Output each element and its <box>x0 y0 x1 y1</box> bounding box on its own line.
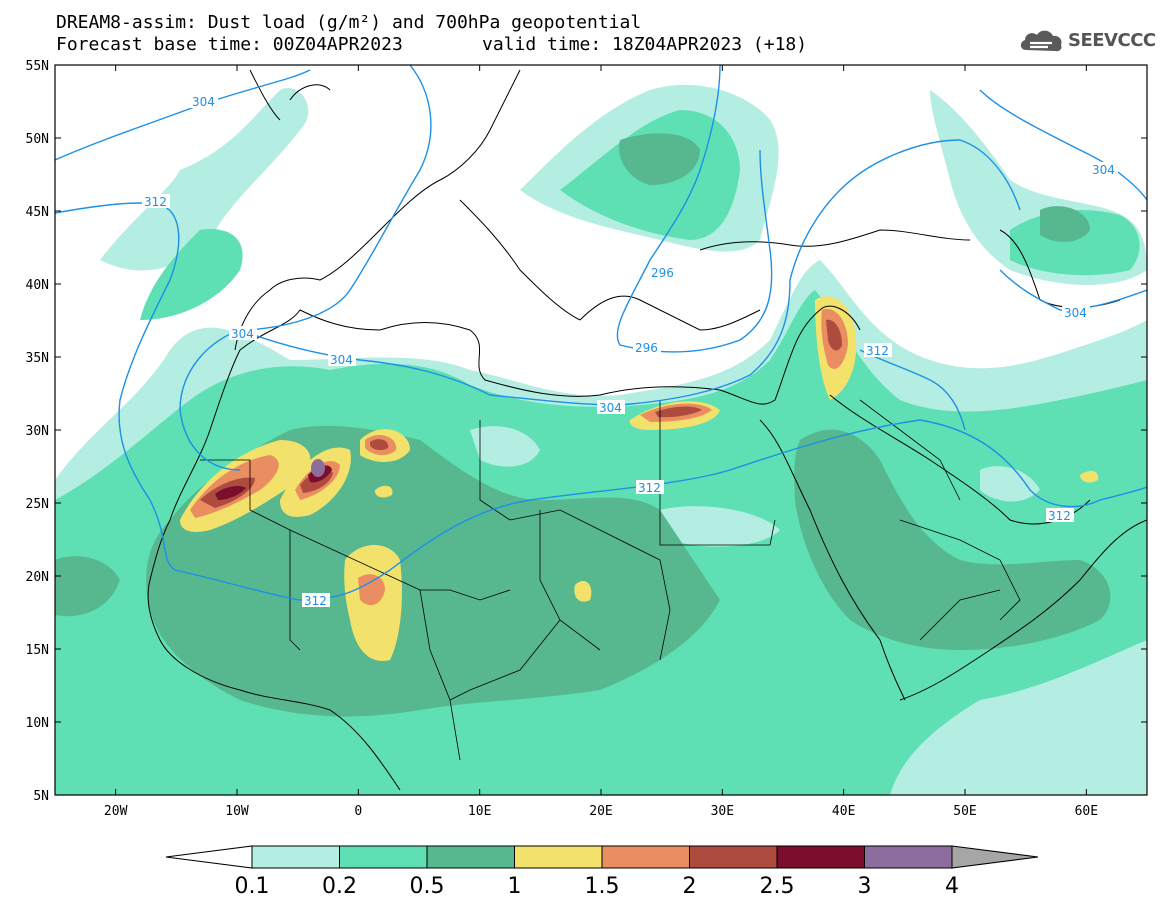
colorbar-box <box>864 845 953 869</box>
contour-label: 304 <box>599 401 622 415</box>
contour-296 <box>616 65 773 353</box>
colorbar-label: 0.5 <box>410 874 445 899</box>
lon-tick-label: 20E <box>589 804 612 819</box>
lat-tick-label: 40N <box>26 278 49 293</box>
contour-label: 304 <box>330 353 353 367</box>
contour-304-south <box>179 65 432 471</box>
contour-label: 312 <box>304 594 327 608</box>
lat-tick-label: 5N <box>33 789 49 804</box>
lon-tick-label: 40E <box>832 804 855 819</box>
forecast-base-time: Forecast base time: 00Z04APR2023 <box>56 34 403 55</box>
dust-level-3 <box>311 459 325 477</box>
lon-tick-label: 20W <box>104 804 128 819</box>
colorbar-box <box>601 845 690 869</box>
colorbar-box <box>426 845 515 869</box>
chart-title: DREAM8-assim: Dust load (g/m²) and 700hP… <box>56 12 642 33</box>
contour-label: 304 <box>231 327 254 341</box>
contour-label: 296 <box>635 341 658 355</box>
lat-tick-label: 15N <box>26 643 49 658</box>
lon-tick-label: 60E <box>1075 804 1098 819</box>
contour-304-east <box>979 89 1147 201</box>
colorbar-max-arrow <box>951 845 1039 869</box>
colorbar-label: 2.5 <box>760 874 795 899</box>
valid-time: valid time: 18Z04APR2023 (+18) <box>482 34 808 55</box>
lon-tick-label: 50E <box>953 804 976 819</box>
dust-gaps <box>470 426 1040 547</box>
lat-tick-label: 50N <box>26 132 49 147</box>
colorbar-box <box>514 845 603 869</box>
cloud-logo-icon <box>1020 30 1062 52</box>
country-borders <box>200 399 1021 761</box>
contour-label: 312 <box>866 344 889 358</box>
lon-tick-label: 0 <box>354 804 362 819</box>
colorbar-label: 1 <box>508 874 522 899</box>
colorbar-label: 0.2 <box>322 874 357 899</box>
contour-label: 304 <box>192 95 215 109</box>
lat-tick-label: 20N <box>26 570 49 585</box>
colorbar-box <box>689 845 778 869</box>
contour-label: 312 <box>638 481 661 495</box>
lat-tick-label: 30N <box>26 424 49 439</box>
contour-label: 312 <box>1048 509 1071 523</box>
lat-tick-label: 45N <box>26 205 49 220</box>
longitude-axis: 20W 10W 0 10E 20E 30E 40E 50E 60E <box>104 65 1098 819</box>
contour-label: 296 <box>651 266 674 280</box>
lat-tick-label: 10N <box>26 716 49 731</box>
colorbar-label: 1.5 <box>585 874 620 899</box>
contour-label: 304 <box>1064 306 1087 320</box>
lon-tick-label: 30E <box>711 804 734 819</box>
lat-tick-label: 55N <box>26 59 49 74</box>
colorbar-box <box>251 845 340 869</box>
seevccc-logo: SEEVCCC <box>1018 26 1156 56</box>
lat-tick-label: 25N <box>26 497 49 512</box>
lat-tick-label: 35N <box>26 351 49 366</box>
contour-312-arabia <box>859 349 966 431</box>
contour-label: 312 <box>144 195 167 209</box>
logo-text: SEEVCCC <box>1068 30 1156 51</box>
contour-312-west <box>55 202 1147 601</box>
contour-304-caspian <box>999 269 1147 311</box>
colorbar-label: 0.1 <box>235 874 270 899</box>
colorbar-min-arrow <box>165 845 253 869</box>
contour-labels: 304 312 304 304 304 312 312 312 296 296 … <box>142 94 1118 608</box>
lon-tick-label: 10W <box>225 804 249 819</box>
colorbar-label: 4 <box>945 874 959 899</box>
lon-tick-label: 10E <box>468 804 491 819</box>
contour-label: 304 <box>1092 163 1115 177</box>
colorbar: 0.1 0.2 0.5 1 1.5 2 2.5 3 4 <box>165 845 1039 899</box>
colorbar-label: 2 <box>683 874 697 899</box>
colorbar-label: 3 <box>858 874 872 899</box>
colorbar-box <box>776 845 865 869</box>
colorbar-box <box>339 845 428 869</box>
latitude-axis: 55N 50N 45N 40N 35N 30N 25N 20N 15N 10N 5N <box>26 59 1147 804</box>
map-plot-area: 304 312 304 304 304 312 312 312 296 296 … <box>55 65 1147 795</box>
contour-304-sahara <box>239 139 1021 406</box>
